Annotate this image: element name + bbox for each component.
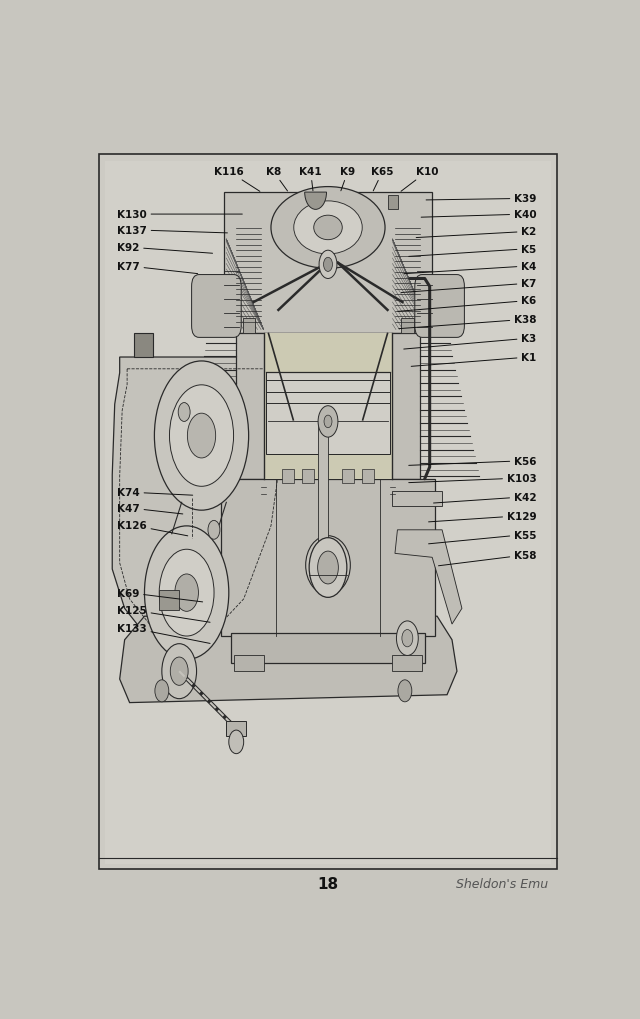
Circle shape: [319, 251, 337, 279]
Bar: [134, 334, 154, 358]
Text: K58: K58: [438, 550, 536, 567]
Wedge shape: [305, 193, 326, 210]
Text: K125: K125: [117, 605, 210, 623]
Circle shape: [178, 404, 190, 422]
Bar: [342, 469, 354, 483]
Ellipse shape: [306, 536, 350, 595]
Circle shape: [162, 644, 196, 699]
Circle shape: [154, 362, 248, 511]
Polygon shape: [395, 530, 462, 625]
Text: Sheldon's Emu: Sheldon's Emu: [456, 877, 548, 890]
Text: K41: K41: [300, 167, 322, 192]
Bar: [392, 656, 422, 672]
Text: K38: K38: [399, 315, 536, 329]
Text: K6: K6: [398, 297, 536, 312]
Bar: [302, 469, 314, 483]
Text: K130: K130: [117, 210, 243, 220]
Text: K40: K40: [421, 210, 536, 220]
Text: K5: K5: [409, 245, 536, 257]
Bar: [282, 469, 294, 483]
Ellipse shape: [314, 216, 342, 240]
Text: K10: K10: [401, 167, 438, 192]
Text: K56: K56: [409, 457, 536, 467]
Bar: [105, 161, 551, 864]
Bar: [224, 193, 432, 334]
Text: K47: K47: [117, 503, 183, 515]
Circle shape: [175, 575, 198, 611]
Bar: [221, 479, 435, 636]
Bar: [266, 373, 390, 454]
Text: K55: K55: [429, 530, 536, 544]
Text: K42: K42: [433, 492, 536, 503]
Text: K65: K65: [371, 167, 394, 192]
Circle shape: [317, 551, 339, 584]
Text: K129: K129: [429, 512, 536, 523]
Circle shape: [229, 731, 244, 754]
Circle shape: [188, 414, 216, 459]
Text: 18: 18: [317, 876, 339, 891]
Bar: [227, 721, 246, 736]
Circle shape: [318, 407, 338, 438]
Text: K7: K7: [401, 279, 536, 293]
Bar: [159, 591, 179, 610]
Ellipse shape: [294, 202, 362, 255]
Text: K77: K77: [117, 262, 198, 274]
Bar: [318, 422, 328, 570]
Circle shape: [309, 538, 347, 598]
Bar: [236, 334, 420, 479]
Text: K3: K3: [404, 334, 536, 350]
Circle shape: [155, 680, 169, 702]
Text: K116: K116: [214, 167, 260, 193]
Polygon shape: [392, 491, 442, 506]
Polygon shape: [112, 358, 288, 648]
Text: K92: K92: [117, 243, 212, 254]
Bar: [234, 656, 264, 672]
Bar: [264, 334, 392, 479]
Circle shape: [170, 385, 234, 487]
Bar: [401, 318, 414, 334]
Text: K4: K4: [404, 262, 536, 274]
Circle shape: [324, 416, 332, 428]
FancyBboxPatch shape: [415, 275, 465, 338]
Text: K39: K39: [426, 195, 536, 204]
FancyBboxPatch shape: [191, 275, 241, 338]
Circle shape: [396, 622, 419, 656]
Bar: [243, 318, 255, 334]
Circle shape: [208, 521, 220, 540]
Bar: [362, 469, 374, 483]
Text: K103: K103: [409, 474, 536, 483]
Text: K1: K1: [412, 353, 536, 367]
Text: K133: K133: [117, 624, 210, 644]
Text: K137: K137: [117, 225, 227, 235]
Text: K126: K126: [117, 521, 188, 536]
Circle shape: [170, 657, 188, 686]
Text: K8: K8: [266, 167, 287, 192]
Polygon shape: [120, 616, 457, 703]
Circle shape: [324, 258, 332, 272]
Circle shape: [314, 543, 342, 588]
Circle shape: [398, 680, 412, 702]
Circle shape: [159, 549, 214, 637]
Circle shape: [145, 527, 229, 659]
Bar: [388, 196, 399, 210]
Text: K9: K9: [340, 167, 355, 192]
Text: K69: K69: [117, 588, 203, 602]
Text: K74: K74: [117, 488, 193, 497]
Bar: [231, 634, 425, 663]
Ellipse shape: [271, 187, 385, 269]
Circle shape: [402, 630, 413, 647]
Text: K2: K2: [416, 227, 536, 238]
